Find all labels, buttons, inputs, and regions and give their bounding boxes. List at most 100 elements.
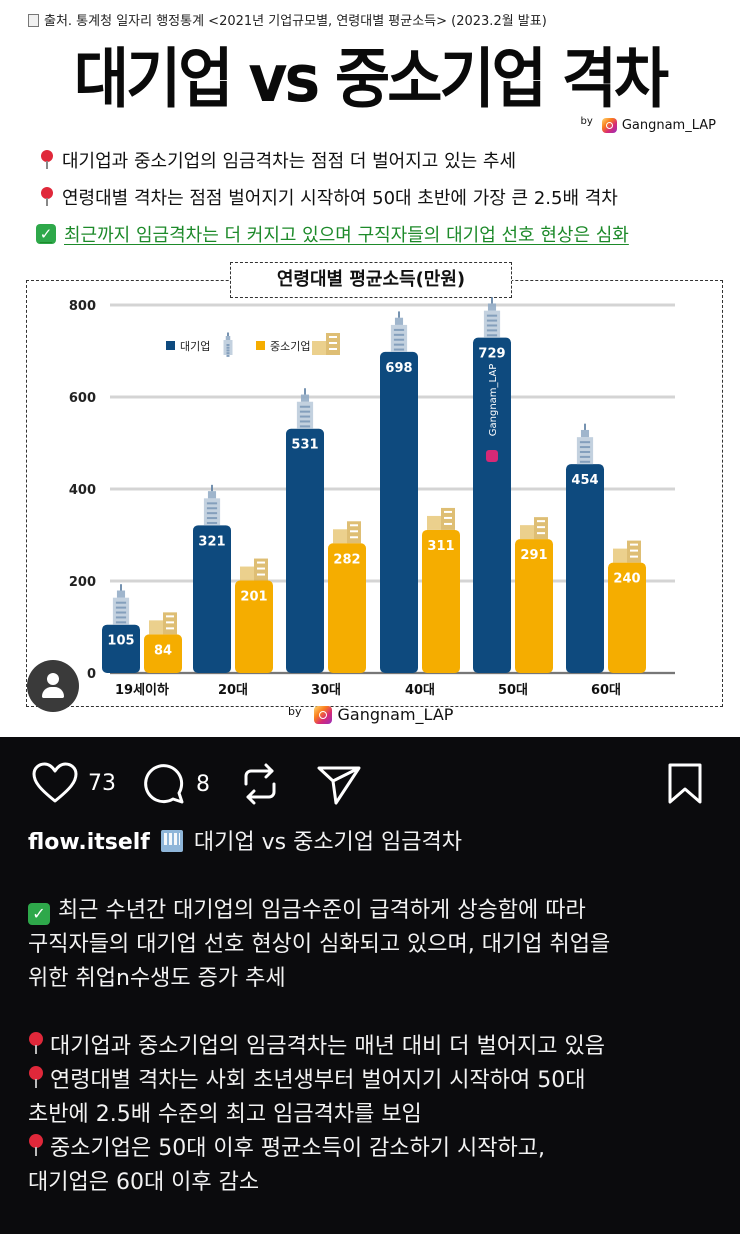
document-icon xyxy=(28,14,39,27)
caption-header: flow.itself 대기업 vs 중소기업 임금격차 xyxy=(28,826,718,860)
source-note: 출처. 통계청 일자리 행정통계 <2021년 기업규모별, 연령대별 평균소득… xyxy=(28,10,547,29)
byline: by Gangnam_LAP xyxy=(580,116,716,133)
pin-icon xyxy=(40,187,54,207)
chart-title: 연령대별 평균소득(만원) xyxy=(230,262,512,298)
building-icon xyxy=(333,521,361,544)
skyscraper-icon xyxy=(223,332,233,357)
bar-large-company xyxy=(102,624,140,673)
bar-chart: 0 200 400 600 800 105 84 19세이하 321 201 20대 531 282 30… xyxy=(69,297,675,698)
repost-button[interactable] xyxy=(240,762,280,806)
bar-sme xyxy=(235,580,273,673)
caption-line: 연령대별 격차는 사회 초년생부터 벌어지기 시작하여 50대 xyxy=(28,1064,718,1098)
caption-line: 구직자들의 대기업 선호 현상이 심화되고 있으며, 대기업 취업을 xyxy=(28,932,611,957)
check-icon: ✓ xyxy=(36,224,56,244)
building-icon xyxy=(149,612,177,635)
bar-sme xyxy=(328,543,366,673)
bar-sme xyxy=(144,634,182,673)
office-building-icon xyxy=(160,830,183,852)
bullet-text: 최근까지 임금격차는 더 커지고 있으며 구직자들의 대기업 선호 현상은 심화 xyxy=(64,225,629,246)
caption-line: ✓ 최근 수년간 대기업의 임금수준이 급격하게 상승함에 따라 xyxy=(28,894,718,928)
byline-by: by xyxy=(580,116,593,127)
bar-value-label: 531 xyxy=(291,438,318,453)
bar-value-label: 729 xyxy=(478,347,505,362)
skyscraper-icon xyxy=(483,297,501,338)
pin-icon xyxy=(28,1134,44,1158)
caption-text: 연령대별 격차는 사회 초년생부터 벌어지기 시작하여 50대 xyxy=(50,1068,586,1093)
heart-icon xyxy=(32,762,78,803)
send-icon xyxy=(317,766,361,805)
bar-value-label: 201 xyxy=(240,590,267,605)
building-icon xyxy=(312,333,340,355)
headline: 대기업 vs 중소기업 격차 xyxy=(73,41,669,118)
caption-line: 중소기업은 50대 이후 평균소득이 감소하기 시작하고, xyxy=(28,1132,718,1166)
caption-line: 초반에 2.5배 수준의 최고 임금격차를 보임 xyxy=(28,1102,422,1127)
bar-sme xyxy=(608,562,646,673)
footer-credit: by Gangnam_LAP xyxy=(288,705,453,724)
legend-label: 중소기업 xyxy=(270,340,310,353)
bullet-1: 대기업과 중소기업의 임금격차는 점점 더 벌어지고 있는 추세 xyxy=(40,147,516,173)
bar-value-label: 84 xyxy=(154,643,172,658)
user-tag-button[interactable] xyxy=(27,660,79,712)
building-icon xyxy=(427,507,455,530)
instagram-icon xyxy=(486,450,498,462)
comment-count: 8 xyxy=(196,771,210,797)
legend-swatch xyxy=(166,341,175,350)
save-button[interactable] xyxy=(667,762,703,806)
bar-value-label: 282 xyxy=(333,552,360,567)
skyscraper-icon xyxy=(203,484,221,526)
footer-by: by xyxy=(288,705,302,718)
share-button[interactable] xyxy=(316,762,362,806)
instagram-icon xyxy=(601,118,617,133)
bar-large-company xyxy=(286,428,324,673)
bookmark-icon xyxy=(668,763,702,804)
bar-sme xyxy=(422,529,460,673)
x-tick-label: 40대 xyxy=(405,683,435,698)
skyscraper-icon xyxy=(296,388,314,429)
bar-value-label: 321 xyxy=(198,534,225,549)
x-tick-label: 50대 xyxy=(498,683,528,698)
source-text: 출처. 통계청 일자리 행정통계 <2021년 기업규모별, 연령대별 평균소득… xyxy=(44,14,547,29)
like-count: 73 xyxy=(88,770,116,796)
building-icon xyxy=(613,540,641,563)
caption-text: 대기업과 중소기업의 임금격차는 매년 대비 더 벌어지고 있음 xyxy=(50,1034,605,1059)
bar-value-label: 698 xyxy=(385,361,412,376)
username-link[interactable]: flow.itself xyxy=(28,830,150,855)
bar-value-label: 105 xyxy=(107,634,134,649)
pin-icon xyxy=(40,150,54,170)
bar-value-label: 240 xyxy=(613,572,640,587)
bar-large-company xyxy=(473,337,511,673)
caption-text: 최근 수년간 대기업의 임금수준이 급격하게 상승함에 따라 xyxy=(58,898,586,923)
legend-label: 대기업 xyxy=(180,340,210,353)
y-tick-label: 200 xyxy=(69,575,96,590)
x-tick-label: 19세이하 xyxy=(115,682,169,698)
x-tick-label: 60대 xyxy=(591,683,621,698)
x-tick-label: 30대 xyxy=(311,683,341,698)
bar-value-label: 454 xyxy=(571,473,598,488)
comment-icon xyxy=(144,764,184,804)
like-button[interactable]: 73 xyxy=(32,762,116,804)
bar-large-company xyxy=(566,464,604,673)
check-icon: ✓ xyxy=(28,903,50,925)
instagram-icon xyxy=(313,705,332,724)
bullet-text: 대기업과 중소기업의 임금격차는 점점 더 벌어지고 있는 추세 xyxy=(62,151,517,172)
x-tick-label: 20대 xyxy=(218,683,248,698)
caption-line: 대기업과 중소기업의 임금격차는 매년 대비 더 벌어지고 있음 xyxy=(28,1030,718,1064)
bar-value-label: 311 xyxy=(427,539,454,554)
post-actions: 73 8 xyxy=(0,758,740,814)
bar-large-company xyxy=(380,351,418,673)
y-tick-label: 600 xyxy=(69,391,96,406)
post-image[interactable]: 출처. 통계청 일자리 행정통계 <2021년 기업규모별, 연령대별 평균소득… xyxy=(0,0,740,737)
bullet-2: 연령대별 격차는 점점 벌어지기 시작하여 50대 초반에 가장 큰 2.5배 … xyxy=(40,184,618,210)
caption-text: 중소기업은 50대 이후 평균소득이 감소하기 시작하고, xyxy=(50,1136,545,1161)
pin-icon xyxy=(28,1032,44,1056)
bar-large-company xyxy=(193,525,231,673)
watermark-text: Gangnam_LAP xyxy=(488,364,499,436)
pin-icon xyxy=(28,1066,44,1090)
y-tick-label: 800 xyxy=(69,299,96,314)
caption-line: 위한 취업n수생도 증가 추세 xyxy=(28,966,286,991)
caption-title: 대기업 vs 중소기업 임금격차 xyxy=(193,830,462,855)
comment-button[interactable]: 8 xyxy=(142,762,210,806)
skyscraper-icon xyxy=(112,584,130,625)
building-icon xyxy=(240,558,268,581)
bar-sme xyxy=(515,539,553,673)
